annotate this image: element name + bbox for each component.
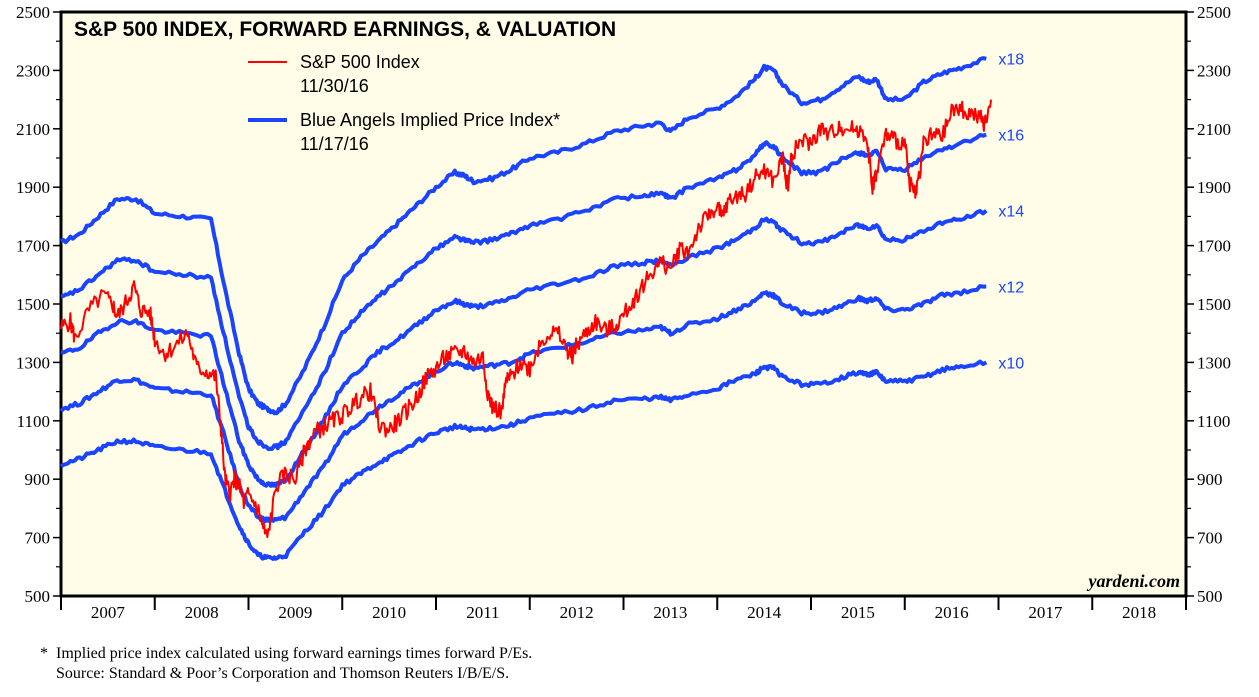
x-tick-label: 2014 — [747, 603, 782, 622]
multiplier-label-x10: x10 — [998, 355, 1024, 372]
y-tick-label-left: 1300 — [16, 353, 50, 372]
sp500-series — [60, 99, 992, 539]
x-tick-label: 2008 — [185, 603, 219, 622]
legend-label-implied: Blue Angels Implied Price Index* — [300, 110, 560, 130]
y-tick-label-left: 2500 — [16, 3, 50, 22]
y-tick-label-right: 1900 — [1197, 178, 1231, 197]
y-axis-right: 500 700 900 1100 1300 1500 1700 1900 2100 2300 250… — [1186, 3, 1231, 606]
implied-series-x18 — [60, 56, 987, 416]
y-tick-label-left: 2100 — [16, 120, 50, 139]
y-tick-label-right: 900 — [1197, 470, 1223, 489]
x-axis: 2007 2008 2009 2010 2011 2012 2013 2014 2015 2016… — [60, 596, 1187, 622]
y-tick-label-left: 1100 — [17, 412, 50, 431]
y-tick-label-right: 1700 — [1197, 237, 1231, 256]
footnote-1: * Implied price index calculated using f… — [40, 645, 533, 662]
legend-label-sp500: S&P 500 Index — [300, 52, 420, 72]
x-tick-label: 2010 — [372, 603, 406, 622]
plot-background — [59, 10, 1188, 598]
y-tick-label-right: 1100 — [1197, 412, 1230, 431]
x-tick-label: 2015 — [841, 603, 875, 622]
multiplier-label-x14: x14 — [998, 204, 1024, 221]
implied-series-x14 — [60, 208, 988, 488]
multiplier-label-x16: x16 — [998, 128, 1024, 145]
y-tick-label-left: 2300 — [16, 61, 50, 80]
y-tick-label-right: 700 — [1197, 529, 1223, 548]
implied-series-x16 — [60, 132, 987, 452]
y-tick-label-right: 2300 — [1197, 61, 1231, 80]
y-tick-label-left: 900 — [25, 470, 51, 489]
x-tick-label: 2011 — [466, 603, 499, 622]
y-tick-label-right: 500 — [1197, 587, 1223, 606]
x-tick-label: 2009 — [278, 603, 312, 622]
x-tick-label: 2012 — [560, 603, 594, 622]
multiplier-labels: x18 x16 x14 x12 x10 — [998, 52, 1024, 373]
credit-label: yardeni.com — [1087, 571, 1181, 591]
y-tick-label-left: 500 — [25, 587, 51, 606]
x-tick-label: 2013 — [653, 603, 687, 622]
y-tick-label-left: 1500 — [16, 295, 50, 314]
y-tick-label-right: 1500 — [1197, 295, 1231, 314]
y-tick-label-right: 1300 — [1197, 353, 1231, 372]
legend-date-implied: 11/17/16 — [300, 134, 369, 154]
legend-date-sp500: 11/30/16 — [300, 76, 369, 96]
series-group — [59, 56, 992, 561]
y-tick-label-left: 1700 — [16, 237, 50, 256]
y-tick-label-right: 2100 — [1197, 120, 1231, 139]
y-axis-left: 500 700 900 1100 1300 1500 1700 1900 2100 2300 250… — [16, 3, 61, 606]
y-tick-label-right: 2500 — [1197, 3, 1231, 22]
x-tick-label: 2017 — [1028, 603, 1063, 622]
y-tick-label-left: 700 — [25, 529, 51, 548]
x-tick-label: 2018 — [1122, 603, 1156, 622]
x-tick-label: 2007 — [91, 603, 126, 622]
x-tick-label: 2016 — [935, 603, 969, 622]
chart-title: S&P 500 INDEX, FORWARD EARNINGS, & VALUA… — [74, 18, 616, 41]
multiplier-label-x18: x18 — [998, 52, 1024, 69]
footnote-2: Source: Standard & Poor’s Corporation an… — [40, 665, 510, 682]
multiplier-label-x12: x12 — [998, 279, 1024, 296]
implied-series-x10 — [59, 359, 988, 561]
y-tick-label-left: 1900 — [16, 178, 50, 197]
